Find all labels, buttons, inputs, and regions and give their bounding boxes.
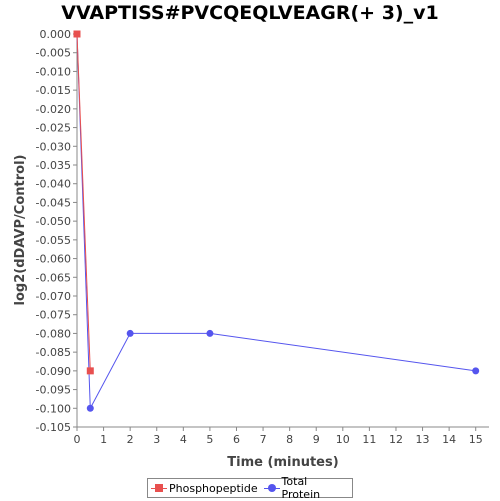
x-tick-label: 4	[180, 433, 187, 446]
legend: Phosphopeptide Total Protein	[147, 475, 353, 501]
x-tick-label: 6	[233, 433, 240, 446]
data-point-total-protein	[86, 404, 94, 412]
data-point-total-protein	[206, 329, 214, 337]
y-tick-label: -0.065	[36, 271, 71, 284]
series-line-phosphopeptide	[76, 33, 91, 371]
y-axis-ticks: 0.000 -0.005 -0.010 -0.015 -0.020 -0.025 -0.03…	[36, 28, 77, 434]
y-tick-label: -0.070	[36, 290, 71, 303]
legend-item-phosphopeptide: Phosphopeptide	[151, 482, 258, 495]
x-tick-label: 12	[389, 433, 403, 446]
data-point-phosphopeptide	[86, 367, 94, 375]
data-point-total-protein	[126, 329, 134, 337]
y-tick-label: -0.045	[36, 196, 71, 209]
x-axis-ticks: 0 1 2 3 4 5 6 7 8 9 10 11 12 13 14 15	[74, 427, 483, 446]
chart-title: VVAPTISS#PVCQEQLVEAGR(+ 3)_v1	[61, 2, 439, 24]
y-tick-label: -0.050	[36, 215, 71, 228]
phosphopeptide-swatch-icon	[151, 483, 167, 493]
series-layer	[73, 30, 480, 412]
y-tick-label: -0.035	[36, 159, 71, 172]
total-protein-swatch-icon	[263, 483, 280, 493]
legend-label-total-protein: Total Protein	[281, 475, 321, 501]
y-axis-label: log2(dDAVP/Control)	[13, 155, 28, 306]
plot-area	[77, 34, 489, 427]
x-tick-label: 3	[153, 433, 160, 446]
x-tick-label: 11	[362, 433, 376, 446]
y-tick-label: -0.090	[36, 365, 71, 378]
x-tick-label: 8	[286, 433, 293, 446]
y-tick-label: -0.040	[36, 178, 71, 191]
x-tick-label: 15	[469, 433, 483, 446]
data-point-phosphopeptide	[73, 30, 81, 38]
y-tick-label: -0.030	[36, 140, 71, 153]
y-tick-label: -0.005	[36, 47, 71, 60]
x-tick-label: 10	[336, 433, 350, 446]
y-tick-label: -0.085	[36, 346, 71, 359]
x-tick-label: 2	[127, 433, 134, 446]
y-tick-label: -0.105	[36, 421, 71, 434]
y-tick-label: -0.025	[36, 122, 71, 135]
x-axis-label: Time (minutes)	[227, 455, 338, 470]
y-tick-label: -0.010	[36, 65, 71, 78]
y-tick-label: 0.000	[40, 28, 72, 41]
y-tick-label: -0.080	[36, 327, 71, 340]
x-tick-label: 9	[313, 433, 320, 446]
y-tick-label: -0.055	[36, 234, 71, 247]
x-tick-label: 13	[416, 433, 430, 446]
y-tick-label: -0.100	[36, 402, 71, 415]
x-tick-label: 0	[74, 433, 81, 446]
x-tick-label: 14	[442, 433, 456, 446]
y-tick-label: -0.015	[36, 84, 71, 97]
x-tick-label: 7	[260, 433, 267, 446]
legend-item-total-protein: Total Protein	[263, 475, 349, 501]
data-point-total-protein	[472, 367, 480, 375]
legend-label-phosphopeptide: Phosphopeptide	[169, 481, 258, 495]
x-tick-label: 1	[100, 433, 107, 446]
x-tick-label: 5	[206, 433, 213, 446]
y-tick-label: -0.020	[36, 103, 71, 116]
y-tick-label: -0.095	[36, 384, 71, 397]
y-tick-label: -0.075	[36, 309, 71, 322]
y-tick-label: -0.060	[36, 253, 71, 266]
